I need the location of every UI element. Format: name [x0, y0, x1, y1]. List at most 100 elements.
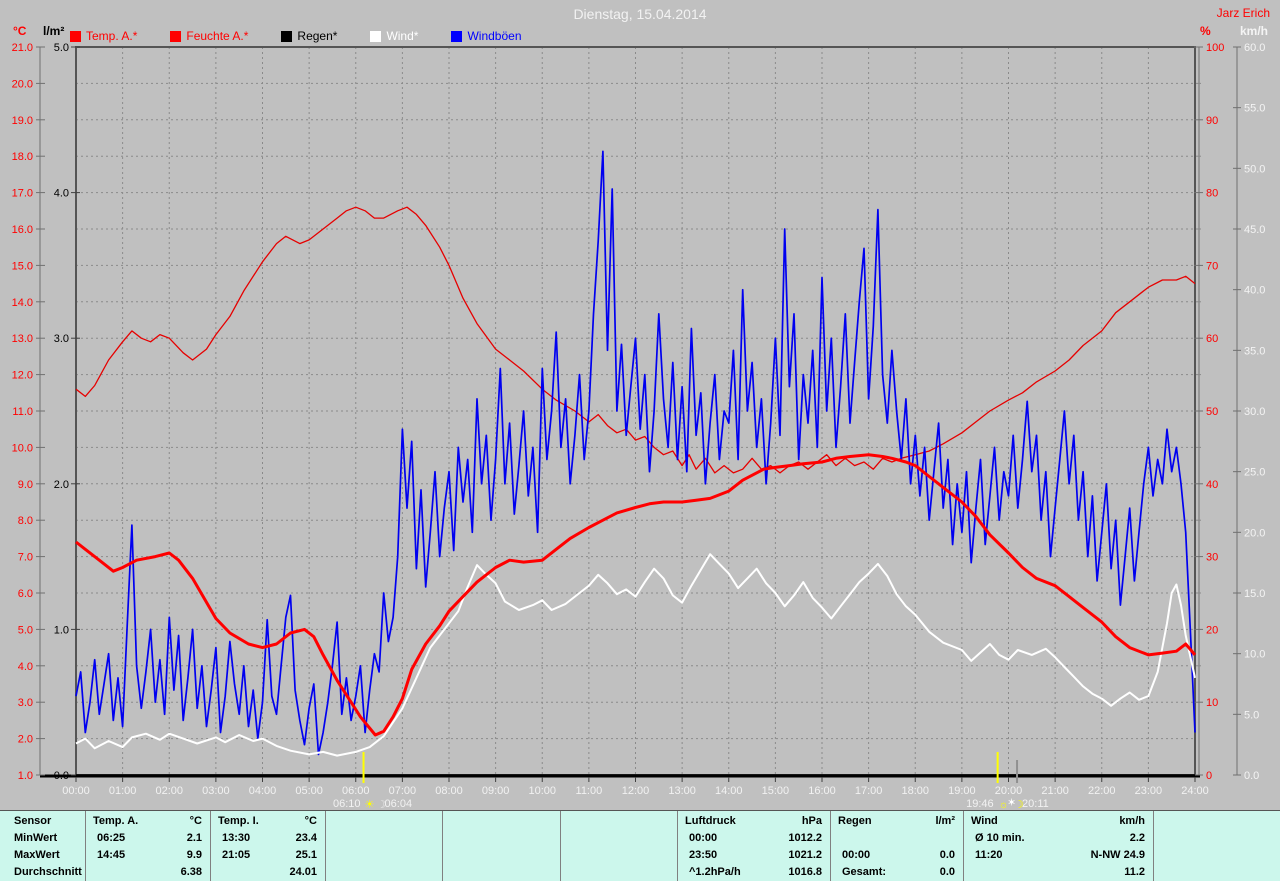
- temp-tick-label: 4.0: [18, 661, 33, 673]
- legend-label: Windböen: [467, 29, 522, 43]
- page-title: Dienstag, 15.04.2014: [573, 6, 707, 22]
- table-column-separator: [963, 811, 964, 881]
- table-cell-time: 13:30: [222, 832, 251, 844]
- sun-icon: ☼: [999, 799, 1009, 810]
- table-cell-value: 2.1: [186, 832, 202, 844]
- moon-icon: ☽: [1014, 799, 1024, 810]
- table-col-unit: hPa: [801, 815, 822, 827]
- table-cell-time: 23:50: [689, 849, 718, 861]
- humidity-tick-label: 80: [1206, 188, 1218, 200]
- series-windb-en: [75, 150, 1196, 756]
- x-axis-label: 08:00: [435, 785, 463, 797]
- temp-tick-label: 12.0: [12, 370, 33, 382]
- table-col-header: Luftdruck: [685, 815, 736, 827]
- sun-icon: ☀: [365, 799, 375, 810]
- moon-icon: ☽: [377, 799, 387, 810]
- sunrise-time-label: 06:10: [333, 798, 361, 810]
- series-wind: [75, 553, 1196, 757]
- rain-axis-unit: l/m²: [43, 24, 65, 38]
- table-row-label: MaxWert: [14, 849, 60, 861]
- table-col-unit: l/m²: [935, 815, 955, 827]
- table-column-separator: [85, 811, 86, 881]
- temp-tick-label: 10.0: [12, 442, 33, 454]
- table-column-separator: [1153, 811, 1154, 881]
- table-col-header: Regen: [838, 815, 872, 827]
- table-column-separator: [677, 811, 678, 881]
- x-axis-label: 03:00: [202, 785, 230, 797]
- table-cell-value: 25.1: [295, 849, 317, 861]
- humidity-axis-unit: %: [1200, 24, 1211, 38]
- temp-tick-label: 19.0: [12, 115, 33, 127]
- wind-axis-unit: km/h: [1240, 24, 1269, 38]
- x-axis-label: 20:00: [995, 785, 1023, 797]
- humidity-tick-label: 10: [1206, 697, 1218, 709]
- temp-tick-label: 8.0: [18, 515, 33, 527]
- humidity-tick-label: 50: [1206, 406, 1218, 418]
- table-cell-value: 23.4: [295, 832, 317, 844]
- humidity-tick-label: 40: [1206, 479, 1218, 491]
- x-axis-label: 12:00: [622, 785, 650, 797]
- chart-legend: Temp. A.* Feuchte A.* Regen* Wind* Windböen: [70, 29, 555, 43]
- humidity-tick-label: 90: [1206, 115, 1218, 127]
- legend-label: Regen*: [297, 29, 338, 43]
- humidity-tick-label: 0: [1206, 770, 1212, 782]
- table-cell-value: 2.2: [1129, 832, 1145, 844]
- x-axis-label: 17:00: [855, 785, 883, 797]
- table-cell-value: 0.0: [939, 849, 955, 861]
- x-axis-label: 11:00: [576, 785, 603, 797]
- table-row-label: Durchschnitt: [14, 866, 82, 878]
- moonrise-time-label: 20:11: [1022, 798, 1049, 810]
- humidity-tick-label: 20: [1206, 624, 1218, 636]
- table-cell-time: 21:05: [222, 849, 251, 861]
- table-cell-time: ^1.2hPa/h: [689, 866, 741, 878]
- windboeen-swatch-icon: [451, 30, 463, 42]
- wind-swatch-icon: [370, 30, 382, 42]
- temp-tick-label: 13.0: [12, 333, 33, 345]
- wind-tick-label: 0.0: [1244, 770, 1259, 782]
- table-cell-time: Ø 10 min.: [975, 832, 1025, 844]
- wind-tick-label: 60.0: [1244, 42, 1265, 54]
- wind-tick-label: 10.0: [1244, 649, 1265, 661]
- rain-tick-label: 0.0: [54, 770, 69, 782]
- rain-tick-label: 3.0: [54, 333, 69, 345]
- temp-tick-label: 6.0: [18, 588, 33, 600]
- table-cell-value: 6.38: [180, 866, 202, 878]
- moonset-time-label: 06:04: [385, 798, 413, 810]
- author-watermark: Jarz Erich: [1216, 6, 1270, 20]
- temp-tick-label: 21.0: [12, 42, 33, 54]
- x-axis-label: 05:00: [295, 785, 323, 797]
- temp-tick-label: 15.0: [12, 260, 33, 272]
- x-axis-label: 02:00: [155, 785, 183, 797]
- temp-tick-label: 7.0: [18, 552, 33, 564]
- table-row-label: Sensor: [14, 815, 52, 827]
- table-col-header: Wind: [971, 815, 998, 827]
- humidity-tick-label: 30: [1206, 552, 1218, 564]
- table-col-unit: km/h: [1119, 815, 1145, 827]
- x-axis-label: 04:00: [249, 785, 277, 797]
- humidity-tick-label: 60: [1206, 333, 1218, 345]
- x-axis-label: 19:00: [948, 785, 976, 797]
- stats-table: Sensor MinWert MaxWert Durchschnitt Temp. A.…: [0, 810, 1280, 881]
- legend-item-temp-a: Temp. A.*: [70, 29, 137, 43]
- legend-label: Temp. A.*: [86, 29, 138, 43]
- x-axis-label: 00:00: [62, 785, 90, 797]
- table-cell-time: 11:20: [975, 849, 1003, 861]
- temp-tick-label: 1.0: [18, 770, 33, 782]
- table-cell-value: 1021.2: [788, 849, 822, 861]
- table-cell-time: Gesamt:: [842, 866, 887, 878]
- feuchte-a-swatch-icon: [170, 30, 182, 42]
- wind-tick-label: 55.0: [1244, 103, 1265, 115]
- temp-tick-label: 17.0: [12, 188, 33, 200]
- table-column-separator: [560, 811, 561, 881]
- x-axis-label: 09:00: [482, 785, 510, 797]
- x-axis-label: 16:00: [808, 785, 836, 797]
- table-cell-value: 0.0: [939, 866, 955, 878]
- table-row-label: MinWert: [14, 832, 58, 844]
- table-cell-time: 06:25: [97, 832, 126, 844]
- wind-tick-label: 25.0: [1244, 467, 1265, 479]
- temp-tick-label: 2.0: [18, 734, 33, 746]
- weather-chart: 21.0 20.0 19.0 18.0 17.0 16.0 15.0 14.0 13.0 12.0…: [12, 42, 1266, 810]
- star-icon: ✶: [1007, 797, 1016, 809]
- temp-axis-unit: °C: [13, 24, 27, 38]
- table-col-header: Temp. A.: [93, 815, 139, 827]
